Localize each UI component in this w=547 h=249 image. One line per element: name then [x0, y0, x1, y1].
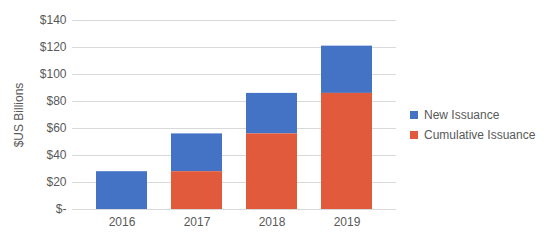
svg-text:2019: 2019	[334, 215, 361, 229]
svg-text:$120: $120	[40, 40, 67, 54]
svg-text:2016: 2016	[109, 215, 136, 229]
svg-text:2018: 2018	[259, 215, 286, 229]
svg-text:$140: $140	[40, 13, 67, 27]
svg-text:$20: $20	[46, 175, 66, 189]
html-text:Cumulative Issuance: Cumulative Issuance	[424, 127, 536, 142]
svg-text:$80: $80	[46, 94, 66, 108]
svg-text:$-: $-	[56, 202, 67, 216]
svg-text:$US Billions: $US Billions	[12, 83, 26, 148]
html-text:New Issuance: New Issuance	[424, 107, 500, 122]
svg-text:$60: $60	[46, 121, 66, 135]
svg-text:$40: $40	[46, 148, 66, 162]
svg-text:$100: $100	[40, 67, 67, 81]
svg-text:2017: 2017	[184, 215, 211, 229]
